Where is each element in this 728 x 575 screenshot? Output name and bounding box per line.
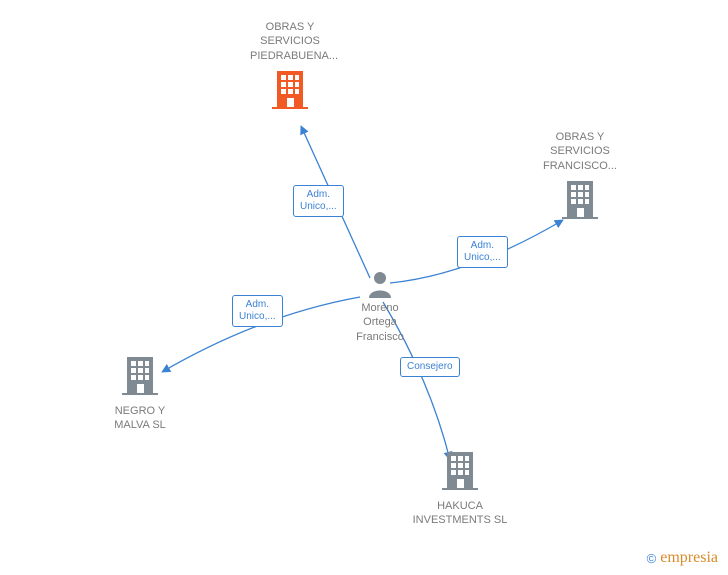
edge-label-hakuca: Consejero [400, 357, 460, 377]
node-label: NEGRO Y MALVA SL [100, 404, 180, 433]
node-person-center[interactable]: Moreno Ortega Francisco [345, 270, 415, 344]
building-icon [562, 179, 598, 224]
node-negro[interactable]: NEGRO Y MALVA SL [100, 355, 180, 433]
node-label: HAKUCA INVESTMENTS SL [400, 499, 520, 528]
building-icon [272, 69, 308, 114]
node-label: OBRAS Y SERVICIOS FRANCISCO... [530, 130, 630, 173]
node-label: OBRAS Y SERVICIOS PIEDRABUENA... [250, 20, 330, 63]
copyright-icon: © [647, 551, 657, 566]
edge-label-francisco: Adm. Unico,... [457, 236, 508, 268]
person-label: Moreno Ortega Francisco [345, 301, 415, 344]
node-francisco[interactable]: OBRAS Y SERVICIOS FRANCISCO... [530, 130, 630, 224]
building-icon [442, 450, 478, 495]
node-hakuca[interactable]: HAKUCA INVESTMENTS SL [400, 450, 520, 528]
footer: © empresia [647, 549, 718, 567]
node-piedrabuena[interactable]: OBRAS Y SERVICIOS PIEDRABUENA... [250, 20, 330, 114]
building-icon [122, 355, 158, 400]
person-icon [345, 270, 415, 298]
edge-label-negro: Adm. Unico,... [232, 295, 283, 327]
edge-label-piedrabuena: Adm. Unico,... [293, 185, 344, 217]
brand-logo: empresia [660, 549, 718, 567]
